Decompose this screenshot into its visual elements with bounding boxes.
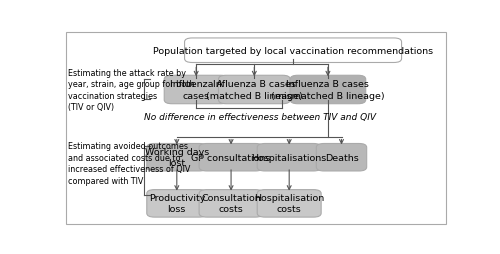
FancyBboxPatch shape	[164, 76, 228, 104]
Text: Influenza A
cases: Influenza A cases	[170, 80, 222, 100]
FancyBboxPatch shape	[147, 144, 207, 171]
FancyBboxPatch shape	[218, 76, 290, 104]
FancyBboxPatch shape	[184, 39, 402, 63]
FancyBboxPatch shape	[199, 190, 263, 217]
FancyBboxPatch shape	[199, 144, 263, 171]
Text: Influenza B cases
(matched B lineage): Influenza B cases (matched B lineage)	[206, 80, 302, 100]
Text: GP consultations: GP consultations	[192, 153, 271, 162]
Text: Hospitalisations: Hospitalisations	[252, 153, 327, 162]
FancyBboxPatch shape	[147, 190, 207, 217]
FancyBboxPatch shape	[257, 190, 321, 217]
Text: No difference in effectiveness between TIV and QIV: No difference in effectiveness between T…	[144, 113, 376, 122]
Text: Working days
lost: Working days lost	[144, 148, 209, 168]
Text: Deaths: Deaths	[324, 153, 358, 162]
FancyBboxPatch shape	[257, 144, 321, 171]
FancyBboxPatch shape	[290, 76, 366, 104]
Text: Estimating avoided outcomes
and associated costs due to
increased effectiveness : Estimating avoided outcomes and associat…	[68, 142, 190, 185]
Text: Consultation
costs: Consultation costs	[201, 194, 261, 214]
Text: Estimating the attack rate by
year, strain, age group for both
vaccination strat: Estimating the attack rate by year, stra…	[68, 69, 194, 112]
Text: Hospitalisation
costs: Hospitalisation costs	[254, 194, 324, 214]
FancyBboxPatch shape	[316, 144, 366, 171]
Text: Population targeted by local vaccination recommendations: Population targeted by local vaccination…	[153, 46, 433, 55]
Text: Influenza B cases
(mismatched B lineage): Influenza B cases (mismatched B lineage)	[271, 80, 385, 100]
Text: Productivity
loss: Productivity loss	[148, 194, 205, 214]
